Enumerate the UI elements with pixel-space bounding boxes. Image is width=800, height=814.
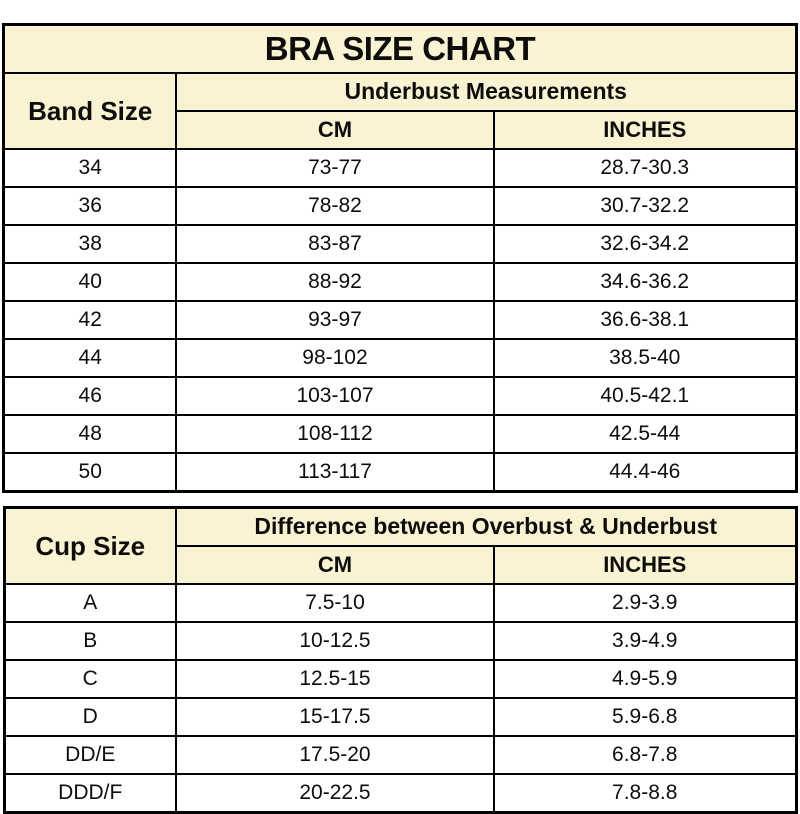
inches-value-cell: 32.6-34.2 [492, 224, 798, 264]
table-row: 46 103-107 40.5-42.1 [2, 376, 798, 416]
cm-value-cell: 93-97 [174, 300, 495, 340]
cup-size-cell: B [3, 621, 177, 661]
cm-value-cell: 113-117 [174, 452, 495, 493]
title-row: BRA SIZE CHART [2, 23, 798, 74]
band-size-cell: 44 [2, 338, 177, 378]
band-cm-column-header: CM [174, 110, 495, 150]
cup-inches-column-header: INCHES [493, 545, 797, 585]
cup-subheader-row: CM INCHES [4, 545, 797, 585]
inches-value-cell: 44.4-46 [492, 452, 798, 493]
underbust-measurements-header: Underbust Measurements [174, 72, 798, 112]
band-size-header: Band Size [2, 72, 177, 150]
cup-size-header: Cup Size [3, 506, 177, 585]
cup-size-cell: DDD/F [3, 773, 177, 814]
table-row: DDD/F 20-22.5 7.8-8.8 [3, 773, 797, 814]
inches-value-cell: 7.8-8.8 [493, 773, 797, 814]
cm-value-cell: 83-87 [174, 224, 495, 264]
cup-header-row: Cup Size Difference between Overbust & U… [3, 506, 797, 585]
cup-size-table: Cup Size Difference between Overbust & U… [2, 506, 798, 814]
cm-value-cell: 103-107 [174, 376, 495, 416]
table-row: D 15-17.5 5.9-6.8 [3, 697, 797, 737]
band-size-cell: 50 [2, 452, 177, 493]
cup-size-cell: A [3, 583, 177, 623]
table-row: 50 113-117 44.4-46 [2, 452, 798, 493]
table-row: 42 93-97 36.6-38.1 [2, 300, 798, 340]
table-row: 38 83-87 32.6-34.2 [2, 224, 798, 264]
inches-value-cell: 40.5-42.1 [492, 376, 798, 416]
inches-value-cell: 5.9-6.8 [493, 697, 797, 737]
table-row: 40 88-92 34.6-36.2 [2, 262, 798, 302]
cm-value-cell: 98-102 [174, 338, 495, 378]
difference-group-header: Difference between Overbust & Underbust [175, 506, 797, 547]
table-row: A 7.5-10 2.9-3.9 [3, 583, 797, 623]
table-row: 34 73-77 28.7-30.3 [2, 148, 798, 188]
cm-value-cell: 7.5-10 [175, 583, 495, 623]
band-size-cell: 36 [2, 186, 177, 226]
inches-value-cell: 28.7-30.3 [492, 148, 798, 188]
cup-size-cell: C [3, 659, 177, 699]
inches-value-cell: 30.7-32.2 [492, 186, 798, 226]
inches-value-cell: 36.6-38.1 [492, 300, 798, 340]
cm-value-cell: 20-22.5 [175, 773, 495, 814]
cm-value-cell: 108-112 [174, 414, 495, 454]
inches-value-cell: 38.5-40 [492, 338, 798, 378]
inches-value-cell: 42.5-44 [492, 414, 798, 454]
table-row: 48 108-112 42.5-44 [2, 414, 798, 454]
band-size-table: BRA SIZE CHART Band Size Underbust Measu… [2, 23, 798, 493]
cup-size-cell: D [3, 697, 177, 737]
inches-value-cell: 4.9-5.9 [493, 659, 797, 699]
inches-value-cell: 34.6-36.2 [492, 262, 798, 302]
inches-value-cell: 3.9-4.9 [493, 621, 797, 661]
table-row: 44 98-102 38.5-40 [2, 338, 798, 378]
table-row: C 12.5-15 4.9-5.9 [3, 659, 797, 699]
table-row: DD/E 17.5-20 6.8-7.8 [3, 735, 797, 775]
cm-value-cell: 73-77 [174, 148, 495, 188]
band-inches-column-header: INCHES [492, 110, 798, 150]
cm-value-cell: 12.5-15 [175, 659, 495, 699]
band-size-cell: 40 [2, 262, 177, 302]
cm-value-cell: 15-17.5 [175, 697, 495, 737]
cup-size-cell: DD/E [3, 735, 177, 775]
cm-value-cell: 17.5-20 [175, 735, 495, 775]
cm-value-cell: 10-12.5 [175, 621, 495, 661]
cm-value-cell: 78-82 [174, 186, 495, 226]
inches-value-cell: 2.9-3.9 [493, 583, 797, 623]
band-size-cell: 34 [2, 148, 177, 188]
band-subheader-row: CM INCHES [4, 110, 798, 150]
table-row: B 10-12.5 3.9-4.9 [3, 621, 797, 661]
band-size-cell: 46 [2, 376, 177, 416]
band-size-cell: 48 [2, 414, 177, 454]
inches-value-cell: 6.8-7.8 [493, 735, 797, 775]
table-row: 36 78-82 30.7-32.2 [2, 186, 798, 226]
band-header-row: Band Size Underbust Measurements [2, 72, 798, 150]
band-size-cell: 42 [2, 300, 177, 340]
cup-cm-column-header: CM [175, 545, 495, 585]
cm-value-cell: 88-92 [174, 262, 495, 302]
band-size-cell: 38 [2, 224, 177, 264]
chart-title: BRA SIZE CHART [2, 23, 798, 74]
